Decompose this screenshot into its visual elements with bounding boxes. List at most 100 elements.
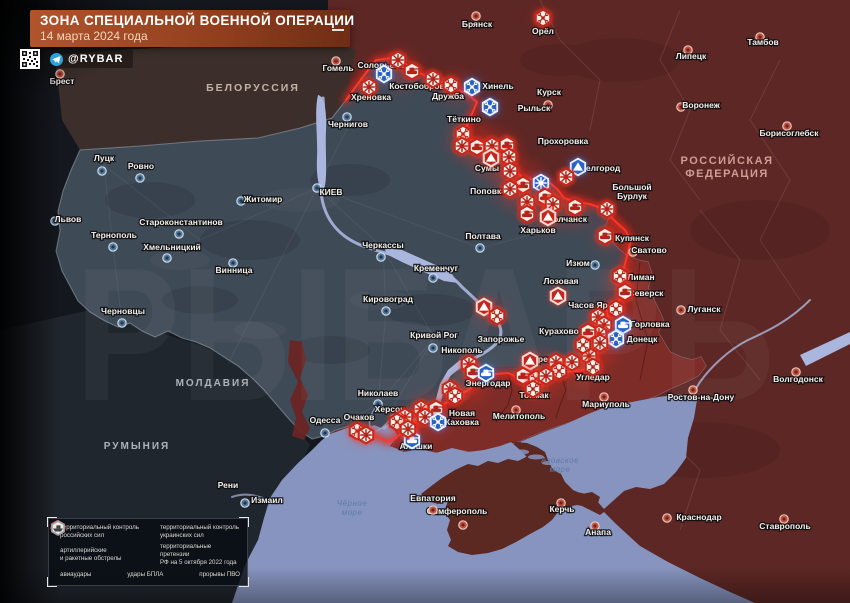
telegram-handle[interactable]: @RYBAR	[68, 53, 124, 65]
strike-marker-tank	[616, 282, 634, 302]
strike-marker-air	[539, 207, 557, 227]
strike-marker-drone	[429, 412, 447, 432]
city-dot	[108, 242, 118, 252]
strike-marker-drone	[574, 335, 592, 355]
banner-tick	[332, 29, 344, 31]
city-label: Хмельницкий	[143, 242, 201, 252]
legend-item-ru-control: территориальный контроль российских сил	[51, 520, 152, 540]
city-label: Курск	[537, 87, 562, 97]
legend-label: удары БПЛА	[127, 571, 164, 579]
strike-marker-art	[501, 161, 519, 181]
strike-marker-drone	[584, 357, 602, 377]
city-dot	[458, 520, 468, 530]
legend-label: артиллерийские и ракетные обстрелы	[60, 547, 122, 563]
qr-code	[20, 49, 40, 69]
city-label: Евпатория	[410, 493, 455, 503]
city-label: Кировоград	[363, 294, 414, 304]
strike-marker-art	[557, 167, 575, 187]
city-dot	[381, 306, 391, 316]
city-label: Ставрополь	[759, 521, 810, 531]
city-label: Кривой Рог	[410, 330, 458, 340]
city-dot	[174, 229, 184, 239]
city-label: Чернигов	[328, 119, 368, 129]
city-label: Николаев	[358, 388, 399, 398]
strike-marker-tank	[403, 61, 421, 81]
legend-item-ad-breaks: прорывы ПВО	[51, 520, 240, 579]
city-label: Хинель	[482, 81, 513, 91]
strike-marker-drone	[446, 386, 464, 406]
city-label: Тернополь	[91, 230, 137, 240]
city-label: Староконстантинов	[139, 217, 223, 227]
city-dot	[162, 253, 172, 263]
strike-marker-drone	[611, 266, 629, 286]
city-dot	[428, 343, 438, 353]
city-dot	[590, 260, 600, 270]
city-label: Житомир	[243, 194, 283, 204]
city-dot	[428, 505, 438, 515]
city-dot	[376, 252, 386, 262]
strike-marker-art	[591, 333, 609, 353]
map-date: 14 марта 2024 года	[40, 29, 148, 43]
city-label: Кременчуг	[414, 263, 459, 273]
strike-marker-drone	[534, 8, 552, 28]
city-label: Запорожье	[478, 334, 525, 344]
city-label: Лозовая	[543, 276, 578, 286]
city-label: Очаков	[344, 412, 375, 422]
city-label: Полтава	[465, 231, 500, 241]
legend-corner	[239, 577, 249, 587]
strike-marker-drone	[442, 75, 460, 95]
city-label: Прохоровка	[538, 136, 589, 146]
city-label: Анапа	[585, 527, 611, 537]
city-label: Рени	[218, 480, 239, 490]
region-label: РУМЫНИЯ	[104, 441, 170, 452]
city-dot	[240, 498, 250, 508]
region-label: БЕЛОРУССИЯ	[206, 82, 300, 94]
strike-marker-art	[424, 69, 442, 89]
city-dot	[475, 243, 485, 253]
city-label: Воронеж	[682, 100, 720, 110]
city-label: Одесса	[310, 415, 341, 425]
city-label: Черновцы	[101, 306, 145, 316]
legend-label: территориальный контроль украинских сил	[160, 524, 240, 540]
legend-corner	[47, 577, 57, 587]
city-label: Луцк	[94, 153, 115, 163]
strike-marker-tank	[566, 197, 584, 217]
legend-item-ua-control: территориальный контроль украинских сил	[51, 520, 240, 540]
city-label: Львов	[55, 214, 82, 224]
city-label: Горловка	[630, 319, 670, 329]
strike-marker-art	[389, 50, 407, 70]
source-row: @RYBAR	[20, 49, 134, 69]
city-label: Мариуполь	[582, 399, 630, 409]
strike-marker-air	[549, 286, 567, 306]
city-label: Ровно	[128, 161, 154, 171]
city-label: Тёткино	[447, 114, 481, 124]
city-label: Поповка	[470, 186, 506, 196]
strike-marker-drone	[488, 306, 506, 326]
strike-marker-tank	[477, 363, 495, 383]
legend-label: территориальный контроль российских сил	[60, 524, 140, 540]
legend-label: авиаудары	[60, 571, 92, 579]
city-label: Купянск	[615, 233, 650, 243]
handle-strip: @RYBAR	[44, 50, 134, 68]
city-label: Липецк	[676, 51, 707, 61]
city-label: Северск	[629, 288, 665, 298]
legend-item-uav-strikes: удары БПЛА	[50, 519, 164, 579]
city-label: Донецк	[627, 334, 658, 344]
strike-marker-air	[521, 351, 539, 371]
legend-item-artillery: артиллерийские и ракетные обстрелы	[51, 520, 152, 567]
telegram-icon	[50, 52, 63, 66]
strike-marker-tank	[596, 226, 614, 246]
city-label: Измаил	[251, 495, 283, 505]
city-label: Изюм	[566, 258, 590, 268]
strike-marker-art	[399, 419, 417, 439]
city-label: Часов Яр	[568, 300, 608, 310]
city-dot	[676, 305, 686, 315]
city-label: Брест	[50, 76, 75, 86]
strike-marker-art	[537, 366, 555, 386]
legend-corner	[239, 517, 249, 527]
strike-marker-art	[357, 425, 375, 445]
strike-marker-art	[598, 199, 616, 219]
city-dot	[97, 166, 107, 176]
